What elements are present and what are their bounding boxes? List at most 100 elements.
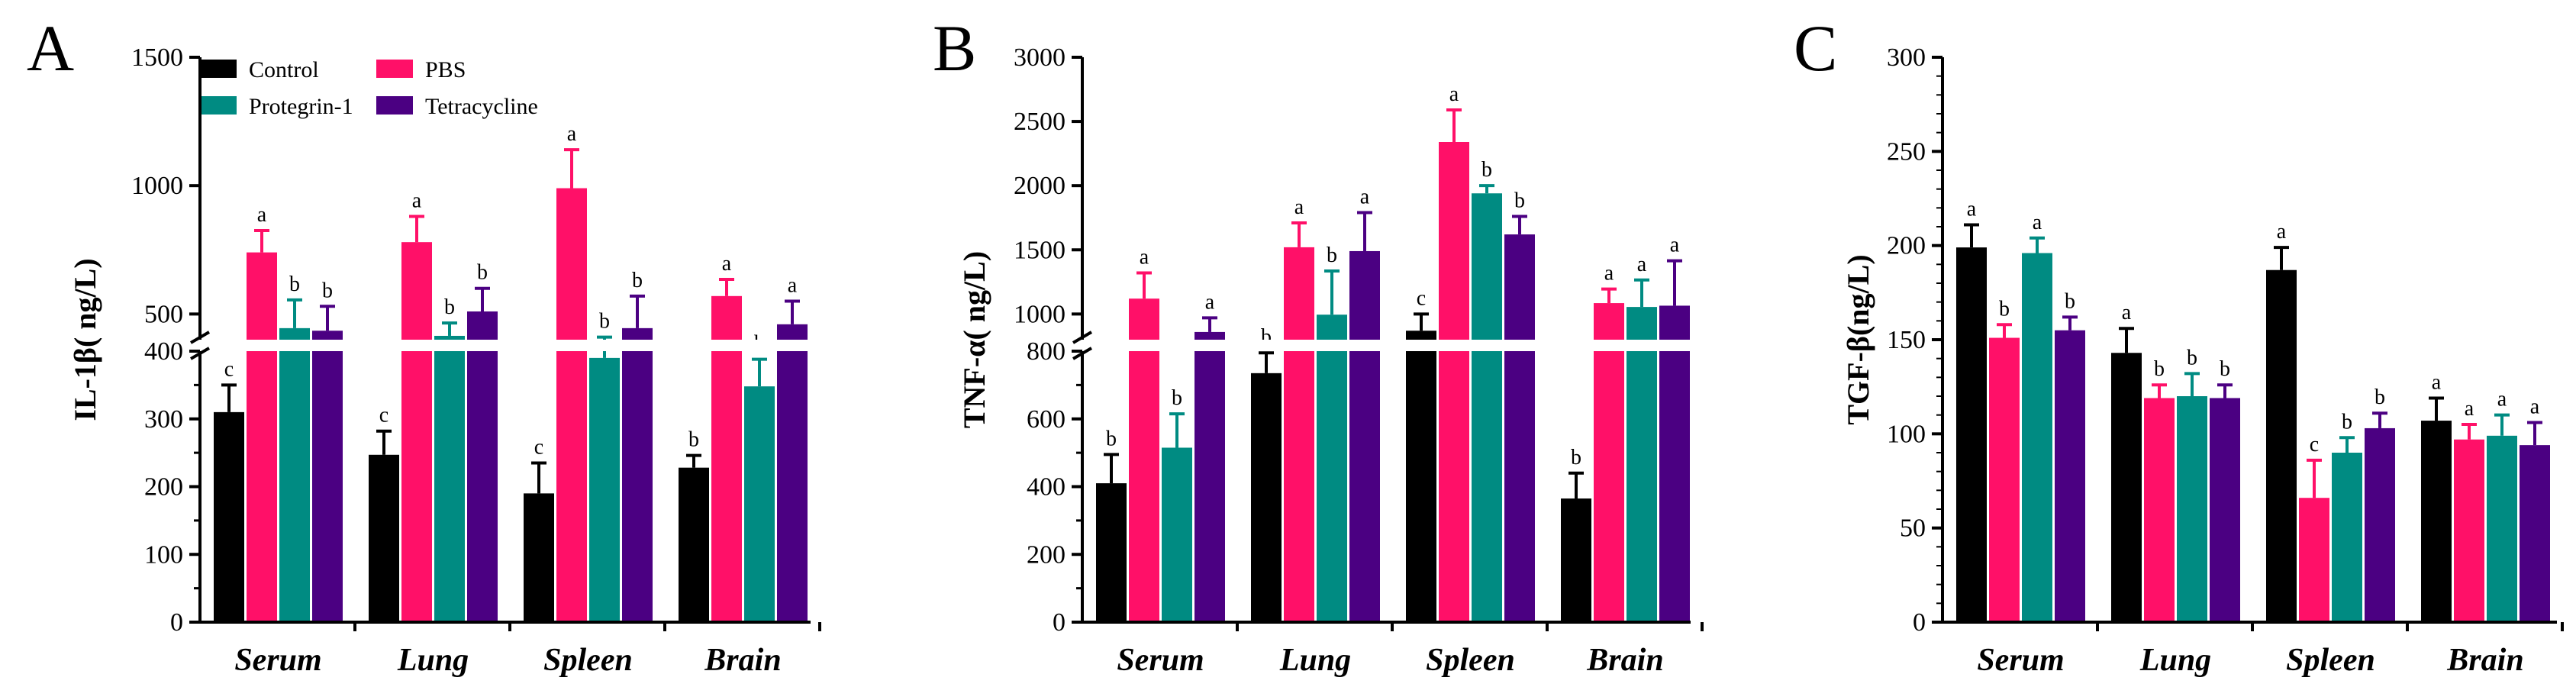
- panel-a-sig-label: b: [322, 279, 333, 302]
- panel-c-bar: [2210, 398, 2240, 622]
- panel-c-sig-label: a: [2432, 370, 2442, 394]
- panel-b-bar: [1504, 234, 1535, 622]
- legend-label-tetracycline: Tetracycline: [425, 94, 538, 119]
- panel-b-sig-label: b: [1514, 189, 1525, 213]
- panel-c-bar: [2421, 421, 2452, 622]
- panel-a-ylabel: IL-1β( ng/L): [68, 258, 102, 421]
- panel-c-sig-label: b: [2154, 357, 2165, 381]
- panel-b-bar: [1594, 303, 1624, 622]
- panel-a-sig-label: c: [224, 357, 234, 381]
- panel-a-y-tick-label: 100: [144, 540, 183, 569]
- panel-a-bar: [467, 311, 498, 622]
- panel-b-category-label: Spleen: [1426, 643, 1515, 678]
- panel-b-y-tick-label: 400: [1027, 473, 1066, 502]
- panel-b-bar: [1439, 142, 1469, 622]
- panel-b-axis-break-gap: [1075, 340, 1698, 351]
- panel-a-bar: [312, 331, 343, 622]
- panel-b-sig-label: a: [1205, 290, 1215, 314]
- panel-a-category-label: Spleen: [543, 643, 633, 678]
- panel-c-bar: [2332, 453, 2362, 622]
- panel-b-bar: [1659, 305, 1690, 622]
- panel-c-sig-label: b: [2220, 357, 2230, 381]
- panel-a-bar: [247, 252, 277, 622]
- panel-b-bar: [1129, 298, 1159, 622]
- panel-b-sig-label: a: [1604, 262, 1614, 285]
- panel-c-sig-label: a: [2122, 301, 2132, 324]
- panel-a-sig-label: a: [788, 274, 798, 298]
- panel-a-y-tick-label: 500: [144, 300, 183, 328]
- panel-b-y-tick-label: 800: [1027, 337, 1066, 366]
- panel-b-y-tick-label: 0: [1053, 608, 1066, 637]
- panel-a-letter: A: [27, 11, 74, 85]
- panel-a-bar: [556, 188, 587, 622]
- legend-swatch-tetracycline: [376, 96, 413, 115]
- panel-c-sig-label: a: [2497, 388, 2507, 411]
- panel-a-sig-label: b: [289, 273, 300, 296]
- legend-label-pbs: PBS: [425, 57, 466, 82]
- panel-a-bar: [401, 242, 432, 622]
- panel-b-bar: [1472, 193, 1502, 623]
- panel-b-bar: [1251, 373, 1282, 622]
- panel-a-axis-break-mark: [189, 331, 211, 344]
- panel-c-bar: [1956, 247, 1987, 622]
- panel-b-ylabel: TNF-α( ng/L): [957, 251, 991, 428]
- panel-b-y-tick-label: 1000: [1014, 300, 1066, 328]
- panel-a-category-label: Brain: [704, 643, 781, 678]
- panel-a-sig-label: b: [477, 261, 488, 285]
- panel-c-y-tick-label: 200: [1887, 232, 1926, 260]
- panel-c-bar: [2487, 435, 2517, 622]
- legend-swatch-control: [200, 60, 237, 78]
- panel-b-y-tick-label: 200: [1027, 540, 1066, 569]
- panel-c-y-tick-label: 300: [1887, 44, 1926, 72]
- panel-a-sig-label: c: [534, 435, 543, 459]
- panel-b-sig-label: c: [1417, 286, 1426, 310]
- panel-a-axis-break-gap: [192, 340, 818, 351]
- panel-c-sig-label: b: [1999, 297, 2010, 321]
- panel-a-category-label: Lung: [397, 643, 469, 678]
- panel-c-category-label: Lung: [2139, 643, 2211, 678]
- panel-c-bar: [2299, 498, 2329, 622]
- panel-c-category-label: Brain: [2446, 643, 2523, 678]
- panel-b-category-label: Serum: [1117, 643, 1204, 678]
- panel-a-sig-label: a: [412, 189, 422, 213]
- panel-b-sig-label: b: [1172, 386, 1182, 410]
- panel-c-bar: [2055, 330, 2085, 622]
- panel-c-sig-label: c: [2310, 433, 2319, 456]
- panel-a-sig-label: b: [444, 295, 455, 319]
- panel-b-letter: B: [933, 11, 976, 85]
- panel-a-sig-label: b: [599, 310, 610, 334]
- panel-c-sig-label: a: [1967, 198, 1977, 221]
- panel-a-sig-label: a: [722, 252, 732, 276]
- panel-c-bar: [2144, 398, 2175, 622]
- panel-a-bar: [589, 357, 620, 622]
- panel-c-bar: [2266, 269, 2297, 622]
- panel-c-sig-label: b: [2065, 289, 2075, 313]
- panel-b-y-tick-label: 1500: [1014, 236, 1066, 264]
- panel-a-bar: [679, 467, 709, 622]
- panel-b-bar: [1406, 331, 1436, 622]
- panel-c-bar: [2022, 253, 2052, 622]
- panel-b-bar: [1162, 447, 1192, 622]
- panel-b-bar: [1096, 483, 1127, 622]
- panel-b-sig-label: b: [1571, 446, 1581, 469]
- panel-c-bar: [2454, 439, 2484, 622]
- panel-c-y-tick-label: 0: [1913, 608, 1926, 637]
- panel-c-bar: [2520, 445, 2550, 622]
- panel-a-bar: [279, 327, 310, 622]
- panel-b-axis-break-mark: [1072, 331, 1093, 344]
- panel-b-category-label: Lung: [1279, 643, 1351, 678]
- panel-c-sig-label: b: [2374, 385, 2385, 409]
- panel-a-y-tick-label: 200: [144, 473, 183, 502]
- legend: Control PBS Protegrin-1 Tetracycline: [200, 57, 538, 119]
- panel-c-sig-label: a: [2530, 395, 2540, 419]
- panel-b-bar: [1195, 331, 1225, 622]
- legend-swatch-protegrin: [200, 96, 237, 115]
- panel-c-bar: [1989, 337, 2020, 622]
- panel-a-bar: [434, 335, 465, 622]
- panel-b-sig-label: b: [1106, 427, 1117, 450]
- panel-b-sig-label: b: [1481, 158, 1492, 182]
- panel-b-category-label: Brain: [1586, 643, 1663, 678]
- panel-a-sig-label: a: [567, 122, 577, 146]
- panel-a-bar: [369, 454, 399, 622]
